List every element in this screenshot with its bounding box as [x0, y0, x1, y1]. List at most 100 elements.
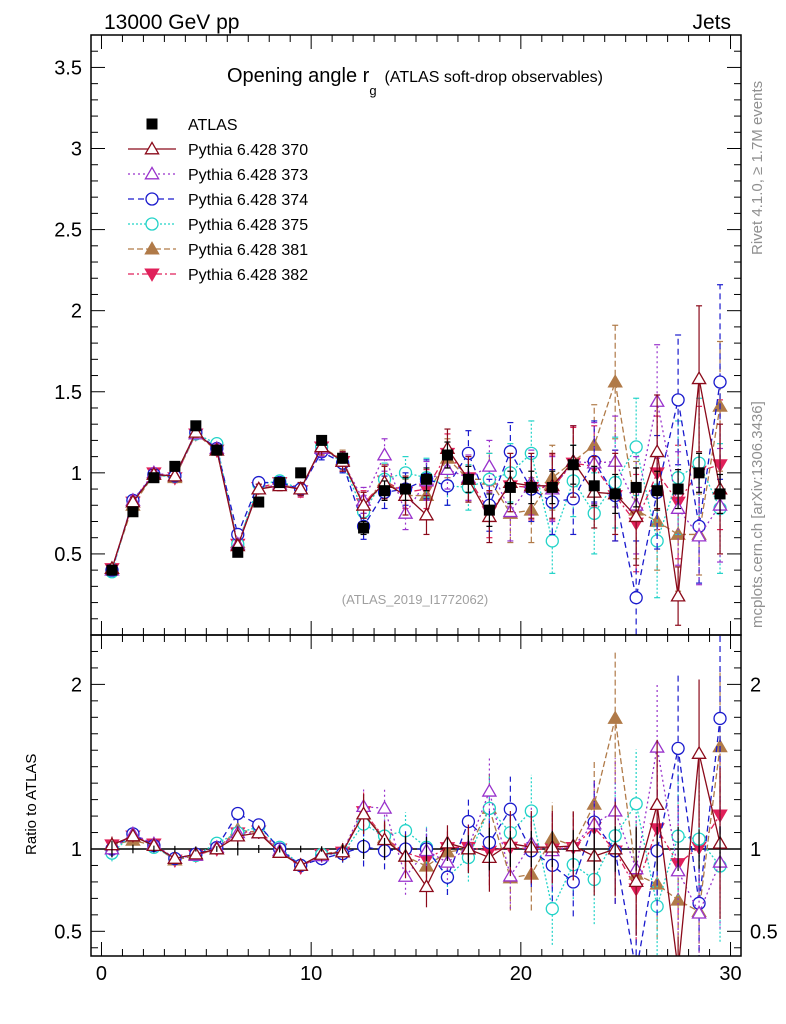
series-373-point: [691, 528, 707, 542]
legend-marker: [144, 241, 160, 255]
series-374-point: [713, 375, 727, 389]
legend-entry: Pythia 6.428 374: [128, 192, 308, 209]
series-370-ratio-point: [355, 806, 372, 820]
series-atlas-point: [609, 488, 621, 500]
main-panel-series: [104, 284, 728, 635]
series-atlas-point: [525, 481, 537, 493]
main-y-tick-label: 3: [71, 139, 82, 161]
series-atlas-main: [106, 420, 726, 576]
series-373-point: [376, 447, 393, 461]
series-381-point: [607, 374, 623, 388]
main-y-tick-label: 1: [71, 463, 82, 485]
series-370-ratio-point: [628, 873, 644, 888]
series-370-ratio-point: [230, 828, 246, 842]
ratio-y-tick-label: 1: [71, 839, 82, 861]
series-374-ratio-point: [713, 711, 727, 726]
legend-entry: Pythia 6.428 381: [128, 241, 308, 259]
series-374-line: [111, 381, 721, 598]
main-y-tick-label: 1.5: [54, 382, 82, 404]
series-373-ratio-point: [691, 905, 707, 919]
series-atlas-point: [169, 460, 181, 472]
series-370-ratio-point: [125, 828, 141, 842]
series-370-ratio-point: [313, 846, 330, 860]
series-atlas-point: [546, 481, 558, 493]
legend-label: Pythia 6.428 370: [188, 142, 308, 159]
series-atlas-point: [693, 467, 705, 479]
series-374-ratio-point: [440, 870, 455, 884]
series-381-ratio-point: [607, 710, 623, 724]
series-381-line: [111, 381, 721, 569]
header-right-label: Jets: [692, 11, 731, 34]
chart-title: Opening angle rg (ATLAS soft-drop observa…: [227, 65, 603, 98]
legend-label: Pythia 6.428 375: [188, 217, 308, 234]
ratio-y-tick-label: 0.5: [54, 921, 82, 943]
legend-marker: [145, 217, 159, 231]
series-370-point: [628, 508, 644, 523]
series-370-point: [649, 443, 665, 458]
series-370-point: [418, 507, 435, 521]
series-atlas-point: [211, 444, 223, 456]
series-374-ratio-point: [671, 741, 685, 756]
legend-entry: Pythia 6.428 382: [128, 267, 308, 284]
series-373-line: [111, 401, 721, 571]
series-atlas-point: [148, 472, 160, 484]
series-374-point: [440, 479, 455, 493]
series-370-point: [691, 370, 707, 385]
series-atlas-point: [630, 481, 642, 493]
series-atlas-point: [379, 485, 391, 497]
header-left-label: 13000 GeV pp: [104, 11, 239, 34]
ratio-ylabel: Ratio to ATLAS: [23, 754, 40, 855]
series-374-ratio: [105, 635, 727, 978]
series-atlas-point: [337, 452, 349, 464]
series-374-point: [629, 591, 643, 605]
series-370-ratio-point: [691, 745, 707, 759]
series-atlas-ratio: [111, 826, 721, 872]
series-atlas-point: [232, 546, 244, 558]
series-373-point: [439, 461, 456, 476]
series-375-point: [545, 534, 559, 548]
series-381-main: [104, 324, 728, 592]
legend-entry: ATLAS: [146, 117, 238, 134]
legend-marker: [144, 268, 160, 282]
legend-label: Pythia 6.428 374: [188, 192, 308, 209]
mcplots-label: mcplots.cern.ch [arXiv:1306.3436]: [749, 401, 766, 628]
legend-label: Pythia 6.428 373: [188, 167, 308, 184]
series-370-ratio-point: [188, 846, 204, 860]
main-y-tick-label: 0.5: [54, 544, 82, 566]
legend-marker: [145, 192, 159, 206]
x-tick-label: 10: [300, 963, 322, 985]
legend-entry: Pythia 6.428 373: [128, 166, 308, 184]
main-y-tick-label: 2.5: [54, 220, 82, 242]
ratio-y-tick-label: 2: [71, 674, 82, 696]
x-tick-label: 30: [719, 963, 741, 985]
ratio-y-tick-label-right: 0.5: [750, 921, 778, 943]
series-atlas-point: [504, 481, 516, 493]
chart-title-tail: (ATLAS soft-drop observables): [385, 69, 603, 86]
series-373-ratio-point: [376, 800, 393, 814]
series-370-point: [292, 481, 309, 495]
series-375-ratio-point: [545, 902, 559, 916]
legend-marker: [144, 141, 160, 155]
series-atlas-point: [483, 504, 495, 516]
series-atlas-point: [441, 449, 453, 461]
series-373-ratio-point: [439, 854, 456, 868]
series-370-point: [355, 497, 372, 511]
series-370-ratio-point: [292, 857, 309, 871]
series-370-point: [167, 468, 183, 482]
main-y-tick-label: 2: [71, 301, 82, 323]
series-atlas-point: [400, 483, 412, 495]
series-370-point: [188, 424, 204, 438]
series-373-point: [481, 458, 498, 472]
legend-marker: [146, 118, 158, 130]
series-370-point: [251, 481, 267, 495]
series-374-ratio-point: [630, 966, 642, 978]
series-374-ratio-line: [111, 718, 721, 956]
x-tick-label: 0: [96, 963, 107, 985]
series-370-ratio-point: [167, 850, 183, 864]
legend-marker: [144, 166, 160, 180]
series-381-ratio-line: [111, 718, 721, 913]
series-373-main: [104, 344, 728, 586]
series-atlas-point: [714, 488, 726, 500]
series-375-point: [629, 440, 643, 454]
legend-entry: Pythia 6.428 375: [128, 217, 308, 234]
